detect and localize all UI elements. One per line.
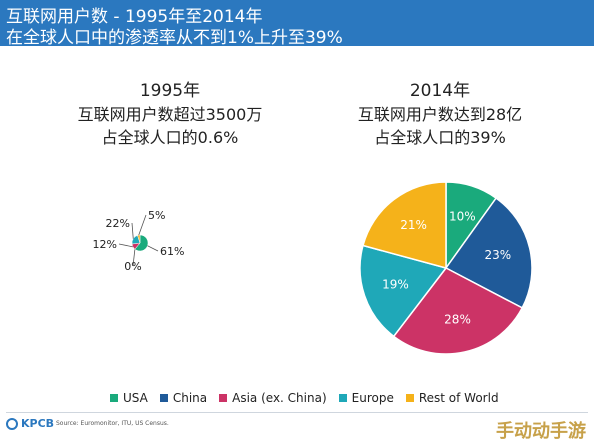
pie-1995-label-rest-of-world: 5%: [148, 209, 165, 222]
pie-1995-leader-usa: [147, 245, 159, 252]
pie-2014-subtitle-line2: 占全球人口的39%: [374, 128, 506, 147]
pie-1995-label-china: 0%: [124, 260, 141, 273]
pie-1995-leader-europe: [131, 222, 134, 239]
legend-label-china: China: [172, 391, 208, 405]
pie-1995-leader-rest-of-world: [138, 214, 147, 236]
pie-1995-leader-china: [132, 249, 136, 267]
pie-1995-slice-rest-of-world: [137, 234, 141, 244]
pie-2014-label-asia-ex-china: 28%: [444, 313, 471, 327]
pie-1995-label-europe: 22%: [106, 217, 130, 230]
legend-item-asia: Asia (ex. China): [219, 391, 327, 405]
pie-2014-slice-rest-of-world: [362, 181, 447, 269]
footer-divider: [6, 412, 588, 413]
pie-1995-label-usa: 61%: [160, 245, 184, 258]
pie-2014-label-europe: 19%: [382, 278, 409, 292]
pie-1995-title: 1995年: [139, 81, 201, 101]
pie-2014-slice-china: [444, 197, 533, 309]
legend-label-rest: Rest of World: [418, 391, 499, 405]
pie-2014-label-rest-of-world: 21%: [400, 218, 427, 232]
source-note: Source: Euromonitor, ITU, US Census.: [56, 420, 169, 427]
pie-2014-subtitle-line1: 互联网用户数达到28亿: [357, 105, 523, 124]
legend: USA China Asia (ex. China) Europe Rest o…: [110, 388, 511, 408]
legend-label-usa: USA: [123, 391, 148, 405]
pie-2014-title: 2014年: [409, 81, 471, 101]
legend-item-europe: Europe: [338, 391, 394, 405]
legend-label-asia: Asia (ex. China): [232, 391, 327, 405]
legend-item-usa: USA: [110, 391, 148, 405]
legend-swatch-usa: [110, 394, 118, 402]
legend-item-rest: Rest of World: [405, 391, 499, 405]
pie-2014-label-usa: 10%: [449, 210, 476, 224]
kpcb-logo: KPCB: [6, 417, 54, 430]
legend-item-china: China: [159, 391, 208, 405]
pie-1995-subtitle-line1: 互联网用户数超过3500万: [77, 105, 263, 124]
pie-2014-slice-asia-ex-china: [392, 267, 524, 355]
header-title-line2: 在全球人口中的渗透率从不到1%上升至39%: [6, 28, 343, 48]
kpcb-logo-text: KPCB: [21, 417, 55, 430]
pie-2014-slice-europe: [359, 244, 448, 338]
legend-label-europe: Europe: [351, 391, 394, 405]
legend-swatch-china: [159, 394, 168, 402]
header-title-line1: 互联网用户数 - 1995年至2014年: [6, 7, 263, 27]
header-bar: 互联网用户数 - 1995年至2014年 在全球人口中的渗透率从不到1%上升至3…: [0, 0, 594, 48]
pie-1995-leader-asia-ex-china: [118, 243, 134, 248]
kpcb-logo-icon: [6, 417, 18, 430]
legend-swatch-rest: [405, 394, 414, 402]
pie-1995-label-asia-ex-china: 12%: [93, 238, 117, 251]
watermark-text: 手动动手游: [496, 421, 586, 442]
pie-1995-subtitle-line2: 占全球人口的0.6%: [101, 128, 239, 147]
legend-swatch-europe: [338, 394, 347, 402]
pie-2014-label-china: 23%: [485, 248, 512, 262]
legend-swatch-asia: [219, 394, 228, 402]
